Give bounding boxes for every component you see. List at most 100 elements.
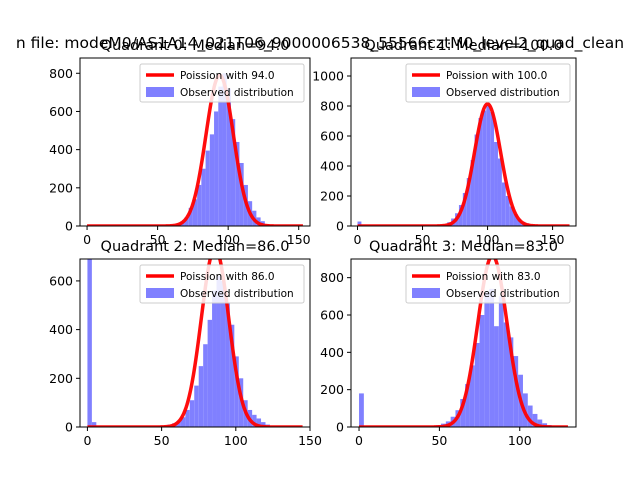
histogram-bar	[490, 112, 495, 226]
poisson-curve	[359, 259, 568, 427]
legend-box	[405, 264, 571, 304]
legend-bar-swatch	[146, 87, 174, 97]
x-tick-label: 150	[298, 433, 322, 448]
legend-entry-observed: Observed distribution	[180, 288, 294, 300]
histogram-bar	[91, 422, 97, 427]
axes-frame	[79, 57, 311, 227]
histogram-bar	[209, 134, 215, 226]
histogram-bar	[478, 118, 483, 226]
histogram-bar	[498, 296, 504, 427]
histogram-bar	[222, 73, 227, 226]
histogram-bar	[229, 324, 235, 427]
y-tick-label: 200	[49, 371, 73, 386]
y-tick-label: 200	[320, 382, 344, 397]
histogram-bar	[198, 366, 204, 427]
legend: Poission with 86.0 Observed distribution	[139, 264, 305, 304]
histogram-bar	[214, 111, 219, 226]
x-tick-label: 0	[355, 433, 363, 448]
legend-entry-observed: Observed distribution	[446, 288, 560, 300]
histogram-bar	[203, 344, 208, 427]
histogram-bar	[212, 290, 217, 427]
x-tick-label: 150	[541, 232, 565, 247]
y-tick-label: 400	[49, 142, 73, 157]
histogram-bar	[508, 337, 514, 427]
y-tick-label: 200	[320, 189, 344, 204]
legend: Poission with 94.0 Observed distribution	[139, 63, 305, 103]
y-tick-label: 0	[336, 219, 344, 234]
x-tick-label: 100	[216, 232, 240, 247]
histogram-bar	[87, 259, 92, 427]
subplot-title: Quadrant 3: Median=83.0	[369, 239, 558, 255]
subplot-title: Quadrant 2: Median=86.0	[101, 239, 290, 255]
subplot-quadrant-3: Quadrant 3: Median=83.0 0 50 100 0 200 400 600 8…	[320, 239, 577, 448]
histogram-bar	[474, 134, 479, 226]
histogram-bar	[482, 110, 487, 226]
x-tick-label: 0	[83, 232, 91, 247]
histogram-bar	[462, 193, 467, 226]
histogram-bar	[484, 292, 490, 427]
legend-entry-poisson: Poission with 86.0	[180, 271, 275, 283]
histogram-bar	[458, 205, 463, 226]
y-tick-label: 0	[65, 420, 73, 435]
legend-bar-swatch	[412, 87, 440, 97]
histogram-bar	[532, 413, 538, 427]
legend-box	[139, 63, 305, 103]
axes-frame	[350, 57, 577, 227]
y-tick-label: 600	[320, 129, 344, 144]
x-tick-label: 50	[150, 232, 166, 247]
histogram-bar	[180, 417, 186, 427]
histogram-bar	[230, 119, 236, 226]
legend-entry-observed: Observed distribution	[446, 87, 560, 99]
histogram-bar	[216, 276, 221, 427]
histogram-bar	[225, 302, 230, 427]
histogram-bar	[494, 142, 498, 226]
histogram-bar	[220, 280, 226, 427]
figure-title: n file: modeM0/AS1A14_021T06_9000006538_…	[16, 34, 624, 53]
histogram-bar	[509, 206, 514, 226]
subplot-title: Quadrant 0: Median=94.0	[101, 38, 290, 54]
x-tick-label: 100	[476, 232, 500, 247]
histogram-bar	[479, 315, 485, 427]
histogram-bar	[184, 217, 189, 226]
histogram-bar	[218, 86, 223, 226]
y-tick-label: 0	[65, 219, 73, 234]
x-tick-label: 150	[287, 232, 311, 247]
y-tick-label: 400	[320, 159, 344, 174]
y-tick-label: 800	[49, 66, 73, 81]
histogram-bar	[497, 158, 502, 226]
histogram-bar	[226, 88, 231, 226]
histogram-bar	[489, 288, 495, 427]
x-tick-label: 50	[415, 232, 431, 247]
histogram-bar	[188, 207, 193, 226]
histogram-bar	[207, 319, 213, 427]
histogram-bar	[359, 393, 364, 427]
legend-entry-poisson: Poission with 100.0	[446, 70, 547, 82]
legend-bar-swatch	[412, 288, 440, 298]
legend-box	[139, 264, 305, 304]
y-tick-label: 600	[320, 308, 344, 323]
y-tick-label: 400	[49, 322, 73, 337]
histogram-bar	[201, 168, 206, 226]
histogram-bar	[252, 414, 257, 427]
histogram-bar	[192, 199, 198, 226]
histogram-bar	[486, 106, 491, 226]
legend-entry-observed: Observed distribution	[180, 87, 294, 99]
histogram-bar	[505, 196, 510, 226]
histogram-bar	[474, 343, 480, 427]
x-tick-label: 0	[83, 433, 91, 448]
histogram-bar	[357, 221, 362, 226]
y-tick-label: 0	[336, 420, 344, 435]
histogram-bar	[205, 150, 210, 226]
histogram-bar	[194, 385, 199, 427]
histogram-bar	[197, 184, 202, 226]
histogram-bar	[494, 326, 499, 427]
legend: Poission with 83.0 Observed distribution	[405, 264, 571, 304]
histogram-bar	[501, 182, 506, 226]
y-tick-label: 400	[320, 345, 344, 360]
histogram-bar	[256, 418, 262, 427]
histogram-bar	[513, 356, 519, 427]
x-tick-label: 100	[224, 433, 248, 448]
legend: Poission with 100.0 Observed distribution	[405, 63, 571, 103]
x-tick-label: 0	[354, 232, 362, 247]
